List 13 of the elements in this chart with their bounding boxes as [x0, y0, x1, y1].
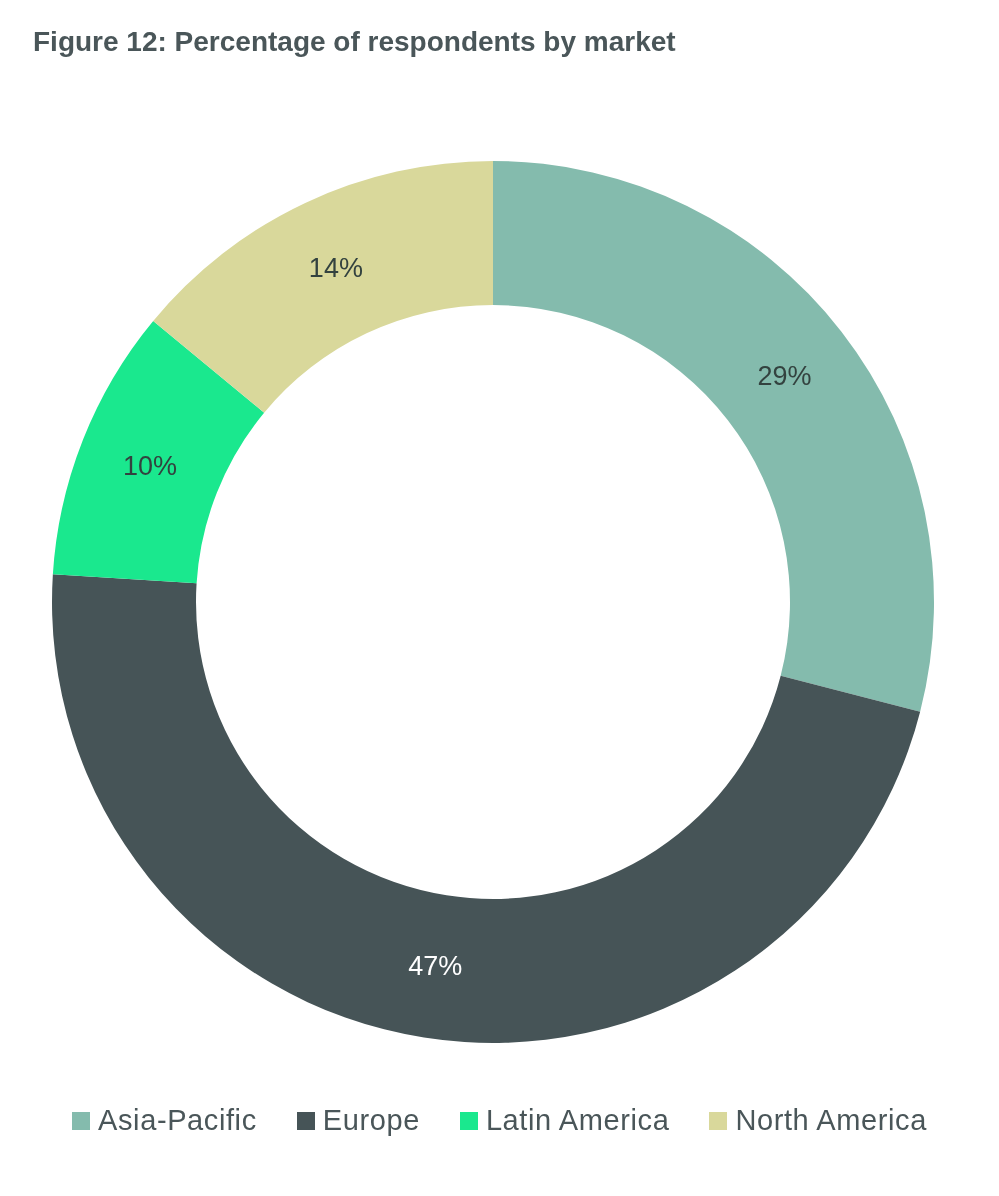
donut-slice	[153, 161, 493, 413]
donut-slice	[493, 161, 934, 712]
legend-label: Europe	[322, 1104, 420, 1137]
legend-label: Latin America	[485, 1104, 670, 1137]
data-label: 14%	[308, 253, 363, 284]
donut-slice	[52, 320, 265, 584]
legend-label: North America	[735, 1104, 927, 1137]
chart-title: Figure 12: Percentage of respondents by market	[33, 26, 676, 58]
data-label: 10%	[122, 451, 177, 482]
legend-label: Asia-Pacific	[98, 1104, 257, 1137]
donut-slice	[52, 574, 921, 1043]
data-label: 29%	[757, 360, 812, 391]
data-label: 47%	[408, 951, 463, 982]
